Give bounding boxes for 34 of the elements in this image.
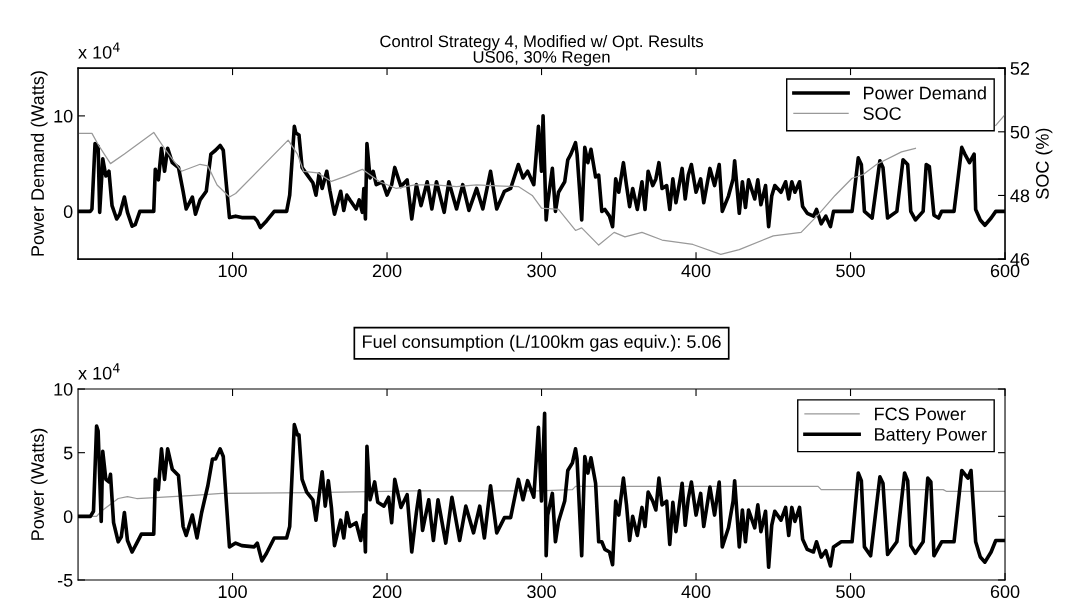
legend-label: Power Demand (864, 86, 986, 100)
y-tick-label: 0 (63, 510, 73, 524)
x-tick-label: 500 (836, 264, 865, 278)
chart-subtitle: US06, 30% Regen (473, 50, 610, 67)
x-tick-label: 200 (372, 264, 402, 278)
y2-tick-label: 48 (1010, 189, 1030, 203)
y-tick-label: -5 (57, 574, 73, 587)
x-tick-label: 400 (681, 264, 711, 278)
y-tick-label: 5 (63, 446, 73, 460)
x-tick-label: 500 (836, 585, 865, 599)
x-tick-label: 100 (218, 585, 247, 599)
legend-label: Battery Power (875, 428, 987, 445)
y2-axis-title: SOC (%) (1035, 128, 1053, 199)
chart-title: Control Strategy 4, Modified w/ Opt. Results (380, 34, 704, 51)
y-tick-label: 10 (54, 109, 73, 123)
y-axis-title: Power Demand (Watts) (30, 71, 48, 256)
text: x 10$^{4}$ (78, 363, 120, 380)
y2-tick-label: 46 (1010, 253, 1030, 266)
y-tick-label: 10 (54, 382, 73, 396)
x-tick-label: 300 (527, 585, 556, 599)
x-tick-label: 300 (527, 264, 556, 278)
y2-tick-label: 50 (1010, 125, 1030, 139)
legend-label: FCS Power (875, 407, 966, 421)
x-tick-label: 200 (372, 585, 402, 599)
x-tick-label: 400 (681, 585, 711, 599)
text: Fuel consumption (L/100km gas equiv.): 5.06 (363, 334, 721, 352)
x-tick-label: 600 (990, 585, 1020, 599)
y2-tick-label: 52 (1010, 62, 1030, 75)
legend-label: SOC (863, 107, 901, 120)
x-tick-label: 600 (990, 264, 1020, 278)
x-tick-label: 100 (218, 264, 247, 278)
y-tick-label: 0 (63, 205, 73, 219)
y-axis-title: Power (Watts) (30, 428, 48, 540)
text: x 10$^{4}$ (78, 42, 120, 59)
